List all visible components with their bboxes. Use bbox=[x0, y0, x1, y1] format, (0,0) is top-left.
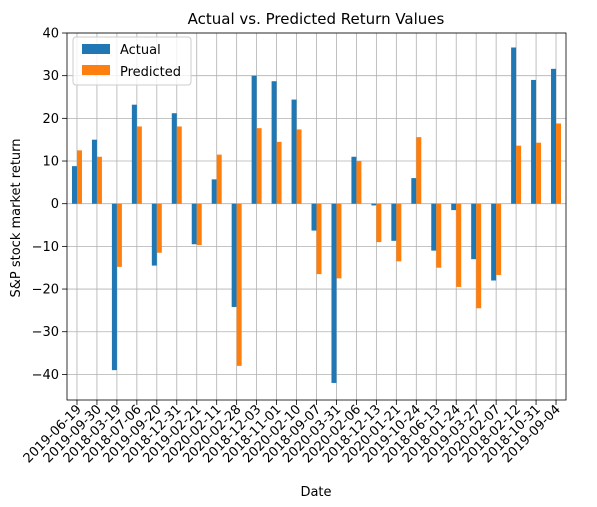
bar-actual bbox=[351, 156, 357, 204]
bar-actual bbox=[171, 113, 177, 204]
bar-actual bbox=[331, 203, 337, 383]
bar-actual bbox=[111, 203, 117, 371]
legend: Actual Predicted bbox=[72, 36, 192, 86]
bar-actual bbox=[91, 139, 97, 204]
bar-actual bbox=[391, 203, 397, 241]
bar-actual bbox=[251, 75, 257, 204]
bar-actual bbox=[311, 203, 317, 231]
bar-predicted bbox=[436, 203, 442, 268]
bar-predicted bbox=[96, 156, 102, 204]
y-tick-label: 30 bbox=[42, 69, 59, 84]
bar-predicted bbox=[276, 141, 282, 204]
y-axis-label: S&P stock market return bbox=[9, 138, 24, 297]
y-tick-label: −10 bbox=[32, 240, 59, 255]
legend-label-actual: Actual bbox=[120, 43, 161, 58]
legend-swatch-actual bbox=[82, 44, 110, 54]
bar-predicted bbox=[136, 126, 142, 204]
bar-actual bbox=[471, 203, 477, 260]
bar-predicted bbox=[516, 145, 522, 204]
bar-actual bbox=[151, 203, 157, 266]
bar-predicted bbox=[196, 203, 202, 246]
bar-actual bbox=[451, 203, 457, 211]
bar-actual bbox=[511, 47, 517, 204]
bar-actual bbox=[531, 79, 537, 204]
bar-actual bbox=[231, 203, 237, 307]
bar-predicted bbox=[236, 203, 242, 366]
y-tick-label: −40 bbox=[32, 368, 59, 383]
y-ticks: −40 −30 −20 −10 0 10 20 30 40 bbox=[32, 27, 67, 383]
bar-predicted bbox=[536, 142, 542, 204]
bar-predicted bbox=[76, 150, 82, 204]
bar-actual bbox=[431, 203, 437, 251]
bar-predicted bbox=[336, 203, 342, 279]
bar-actual bbox=[291, 99, 297, 204]
bar-predicted bbox=[176, 126, 182, 204]
bar-predicted bbox=[256, 128, 262, 204]
bar-actual bbox=[491, 203, 497, 281]
bar-predicted bbox=[556, 123, 562, 204]
bar-predicted bbox=[376, 203, 382, 243]
chart-title: Actual vs. Predicted Return Values bbox=[188, 10, 445, 28]
y-tick-label: −20 bbox=[32, 283, 59, 298]
bar-actual bbox=[371, 203, 377, 206]
bar-predicted bbox=[356, 161, 362, 204]
y-tick-label: 40 bbox=[42, 27, 59, 42]
x-axis-label: Date bbox=[300, 485, 331, 500]
bar-actual bbox=[211, 179, 217, 204]
y-tick-label: 10 bbox=[42, 155, 59, 170]
legend-swatch-predicted bbox=[82, 65, 110, 75]
bar-predicted bbox=[416, 137, 422, 204]
bar-predicted bbox=[496, 203, 502, 275]
bar-actual bbox=[551, 68, 557, 204]
bar-predicted bbox=[156, 203, 162, 253]
bar-actual bbox=[71, 166, 77, 204]
bar-predicted bbox=[116, 203, 122, 267]
bar-actual bbox=[191, 203, 197, 245]
bar-predicted bbox=[476, 203, 482, 309]
bar-predicted bbox=[316, 203, 322, 275]
y-tick-label: 20 bbox=[42, 112, 59, 127]
y-tick-label: 0 bbox=[51, 197, 59, 212]
bar-actual bbox=[131, 104, 137, 204]
y-tick-label: −30 bbox=[32, 325, 59, 340]
bars bbox=[71, 47, 562, 383]
bar-predicted bbox=[216, 154, 222, 204]
bar-predicted bbox=[296, 129, 302, 204]
bar-predicted bbox=[456, 203, 462, 287]
legend-label-predicted: Predicted bbox=[120, 65, 181, 80]
bar-actual bbox=[411, 178, 417, 204]
bar-predicted bbox=[396, 203, 402, 262]
bar-actual bbox=[271, 81, 277, 204]
